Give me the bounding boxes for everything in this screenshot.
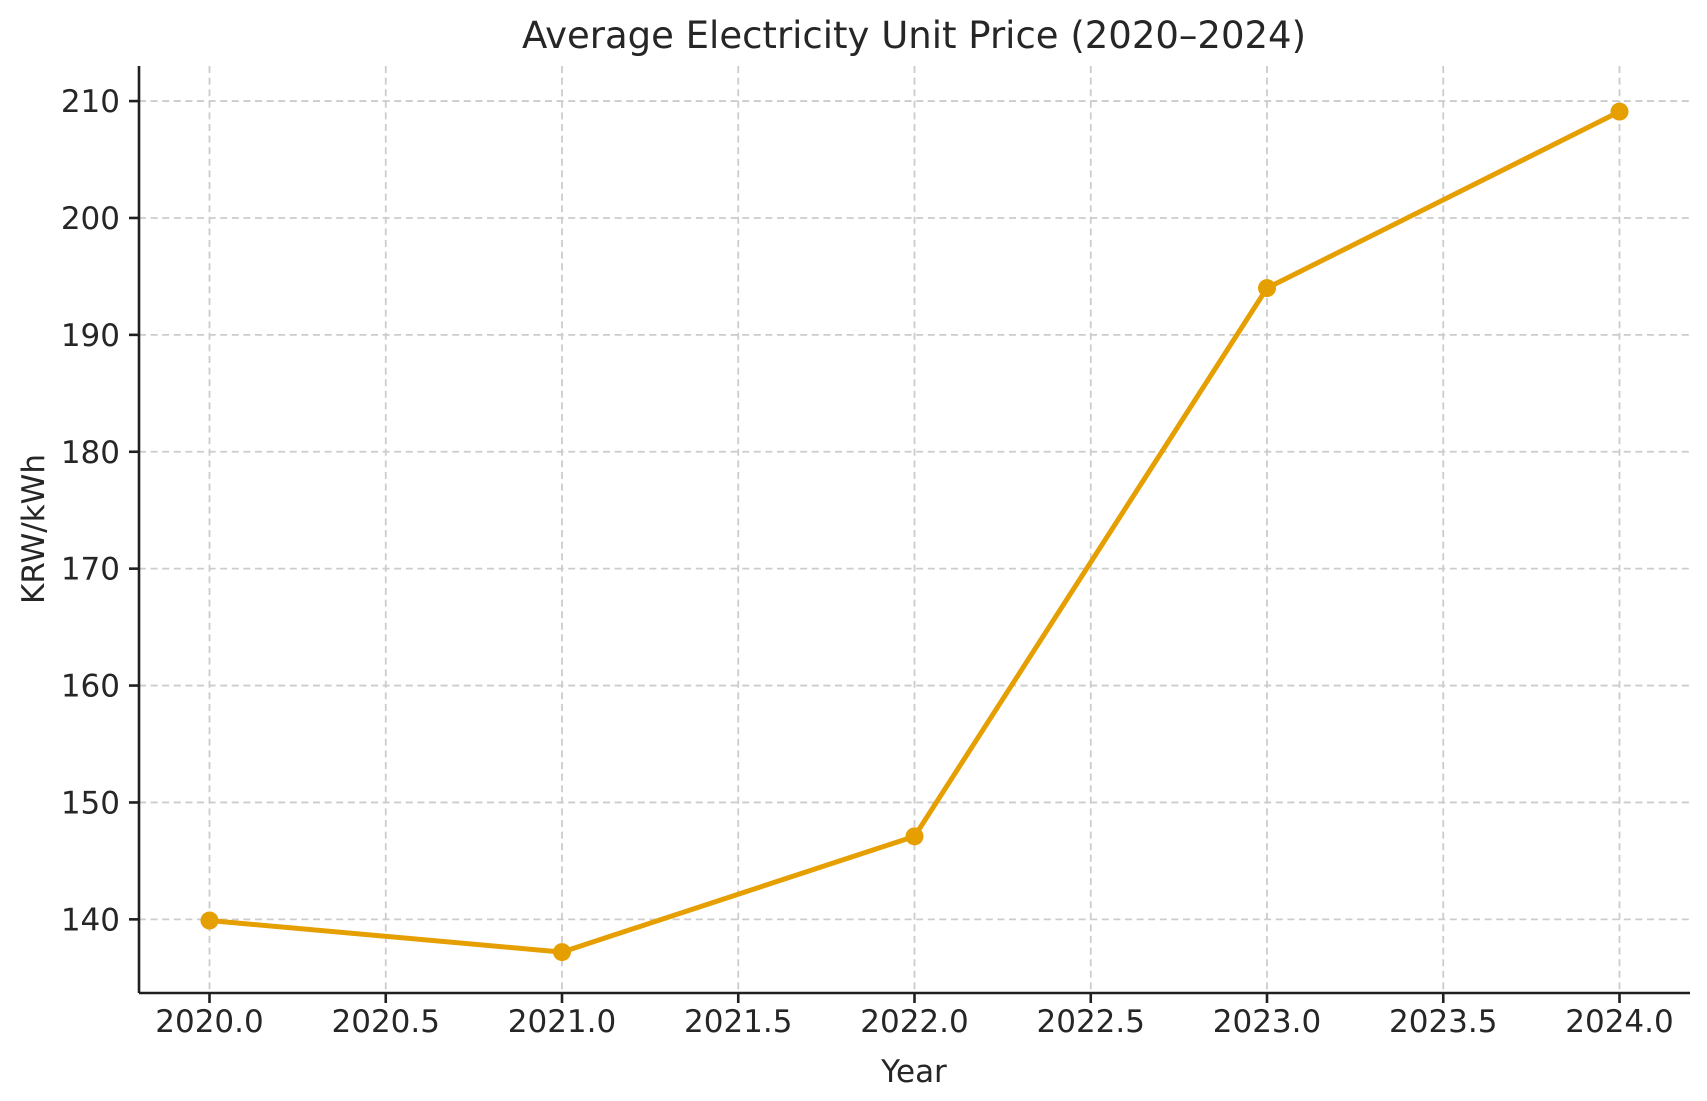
- y-tick-label: 170: [61, 552, 120, 588]
- x-tick-label: 2020.5: [332, 1004, 440, 1040]
- y-tick-label: 150: [61, 785, 120, 821]
- x-axis-label: Year: [880, 1054, 947, 1090]
- gridlines: [139, 66, 1690, 993]
- x-tick-labels: 2020.0 2020.5 2021.0 2021.5 2022.0 2022.5 2023…: [155, 1004, 1673, 1040]
- axes-spines: [137, 66, 1690, 995]
- x-tick-label: 2022.0: [860, 1004, 968, 1040]
- y-tick-label: 140: [61, 902, 120, 938]
- data-point-marker: [1610, 102, 1629, 121]
- y-axis-label: KRW/kWh: [16, 454, 52, 604]
- data-point-marker: [1258, 279, 1276, 298]
- y-tick-label: 190: [61, 318, 120, 354]
- x-tick-label: 2020.0: [155, 1004, 263, 1040]
- y-tick-label: 210: [61, 84, 120, 120]
- x-tick-label: 2021.0: [508, 1004, 616, 1040]
- x-tick-label: 2023.5: [1389, 1004, 1497, 1040]
- chart-title: Average Electricity Unit Price (2020–202…: [522, 14, 1306, 57]
- y-tick-label: 160: [61, 669, 120, 705]
- axis-tick-marks: [129, 99, 1621, 1003]
- y-tick-label: 200: [61, 201, 120, 237]
- y-tick-labels: 140 150 160 170 180 190 200 210: [61, 84, 120, 938]
- x-tick-label: 2022.5: [1037, 1004, 1145, 1040]
- data-point-marker: [905, 827, 924, 846]
- x-tick-label: 2024.0: [1565, 1004, 1673, 1040]
- data-point-marker: [553, 943, 571, 962]
- x-tick-label: 2023.0: [1213, 1004, 1321, 1040]
- data-series: [200, 102, 1629, 962]
- data-point-marker: [200, 911, 219, 930]
- y-tick-label: 180: [61, 435, 120, 471]
- x-tick-label: 2021.5: [684, 1004, 792, 1040]
